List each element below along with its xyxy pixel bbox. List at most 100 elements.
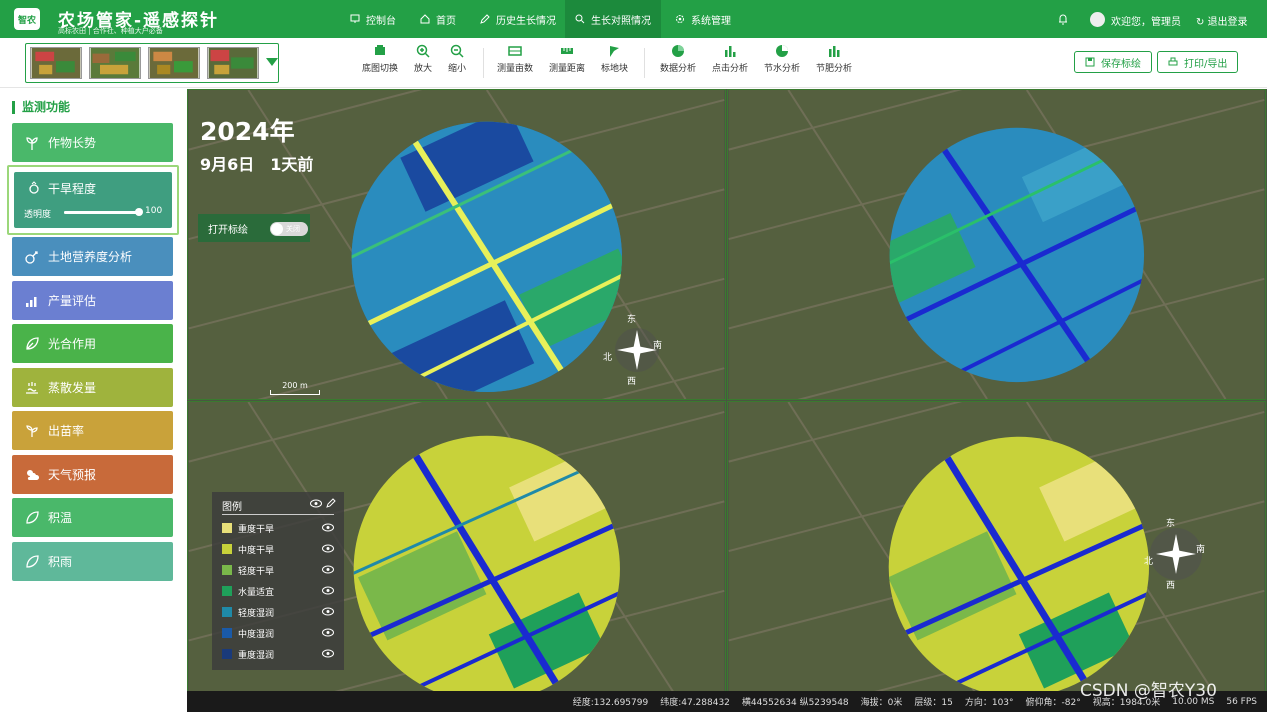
sidebar-item-accumulated-rain[interactable]: 积雨 <box>12 542 173 581</box>
compass-icon <box>1150 528 1202 580</box>
pie-chart-icon <box>672 45 684 57</box>
zoom-out-button[interactable]: 缩小 <box>448 44 466 74</box>
drought-title: 干旱程度 <box>48 182 97 196</box>
compass-rose: 东 南 北 西 <box>603 315 671 387</box>
basemap-switch-button[interactable]: 底图切换 <box>362 44 398 74</box>
status-latitude: 纬度:47.288432 <box>660 698 730 708</box>
edit-icon[interactable] <box>326 498 336 508</box>
sidebar-item-accumulated-temperature[interactable]: 积温 <box>12 498 173 537</box>
evaporation-icon <box>26 381 38 394</box>
measure-distance-button[interactable]: 测量距离 <box>549 44 585 74</box>
legend-label: 重度干旱 <box>238 524 275 535</box>
legend-title: 图例 <box>222 502 242 513</box>
eye-icon[interactable] <box>322 565 334 574</box>
legend-swatch <box>222 607 232 617</box>
save-icon <box>1085 57 1095 67</box>
sidebar-item-photosynthesis[interactable]: 光合作用 <box>12 324 173 363</box>
satellite-map-view[interactable]: 2024年 9月6日 1天前 打开标绘 关闭 200 m 东 南 北 西 <box>187 89 1267 693</box>
nav-system[interactable]: 系统管理 <box>665 0 741 38</box>
leaf-icon <box>26 336 39 350</box>
fertilizer-saving-analysis-button[interactable]: 节肥分析 <box>816 44 852 74</box>
app-logo: 智农 <box>14 8 40 30</box>
nav-console[interactable]: 控制台 <box>340 0 406 38</box>
map-panel-bottom-right[interactable]: 东 南 北 西 <box>727 401 1266 693</box>
ruler-icon <box>561 48 573 54</box>
eye-icon[interactable] <box>310 499 322 508</box>
year-label: 2024年 <box>200 117 295 146</box>
layers-icon <box>375 45 385 55</box>
status-altitude: 海拔：0米 <box>860 698 903 708</box>
home-icon <box>420 14 430 24</box>
measure-area-button[interactable]: 测量亩数 <box>497 44 533 74</box>
sidebar-item-yield[interactable]: 产量评估 <box>12 281 173 320</box>
legend-item: 重度湿润 <box>222 646 334 662</box>
data-analysis-button[interactable]: 数据分析 <box>660 44 696 74</box>
basemap-thumbnail[interactable] <box>89 47 141 79</box>
legend-item: 中度湿润 <box>222 625 334 641</box>
print-export-button[interactable]: 打印/导出 <box>1157 51 1239 73</box>
legend-item: 轻度干旱 <box>222 562 334 578</box>
bell-icon[interactable] <box>1058 13 1068 25</box>
basemap-thumbnail-strip[interactable] <box>25 43 279 83</box>
drought-card[interactable]: 干旱程度 透明度 100 <box>14 172 172 228</box>
mark-plot-button[interactable]: 标地块 <box>601 44 628 74</box>
satellite-basemap <box>728 402 1265 693</box>
map-status-bar: 经度:132.695799 纬度:47.288432 横44552634 纵52… <box>187 691 1267 712</box>
water-saving-analysis-button[interactable]: 节水分析 <box>764 44 800 74</box>
zoom-out-icon <box>450 44 464 58</box>
logout-link[interactable]: ↻ 退出登录 <box>1196 17 1248 28</box>
basemap-thumbnail[interactable] <box>207 47 259 79</box>
eye-icon[interactable] <box>322 586 334 595</box>
zoom-in-button[interactable]: 放大 <box>414 44 432 74</box>
switch-knob <box>271 223 283 235</box>
date-label: 9月6日 1天前 <box>200 155 314 174</box>
legend-swatch <box>222 523 232 533</box>
chevron-down-icon[interactable] <box>266 58 278 66</box>
avatar[interactable] <box>1090 12 1105 27</box>
printer-icon <box>1168 57 1178 66</box>
pen-icon <box>480 14 490 24</box>
basemap-thumbnail[interactable] <box>30 47 82 79</box>
sidebar-item-crop-growth[interactable]: 作物长势 <box>12 123 173 162</box>
plot-toggle[interactable]: 打开标绘 关闭 <box>198 214 310 242</box>
map-panel-top-right[interactable] <box>727 89 1266 400</box>
csdn-watermark: CSDN @智农Y30 <box>1080 681 1217 701</box>
bar-chart-icon <box>725 46 736 57</box>
map-panel-top-left[interactable]: 2024年 9月6日 1天前 打开标绘 关闭 200 m 东 南 北 西 <box>187 89 726 400</box>
opacity-slider[interactable] <box>64 208 143 216</box>
nav-history[interactable]: 历史生长情况 <box>470 0 566 38</box>
legend-label: 轻度湿润 <box>238 608 275 619</box>
legend-label: 中度干旱 <box>238 545 275 556</box>
weather-icon <box>27 469 40 480</box>
legend-swatch <box>222 565 232 575</box>
eye-icon[interactable] <box>322 628 334 637</box>
sidebar-item-weather[interactable]: 天气预报 <box>12 455 173 494</box>
opacity-label: 透明度 <box>24 210 52 220</box>
eye-icon[interactable] <box>322 523 334 532</box>
pie-chart-icon <box>776 45 788 57</box>
nav-growth-compare[interactable]: 生长对照情况 <box>565 0 661 38</box>
save-plot-button[interactable]: 保存标绘 <box>1074 51 1152 73</box>
eye-icon[interactable] <box>322 544 334 553</box>
sidebar-item-emergence[interactable]: 出苗率 <box>12 411 173 450</box>
eye-icon[interactable] <box>322 649 334 658</box>
plot-toggle-switch[interactable]: 关闭 <box>270 222 308 236</box>
eye-icon[interactable] <box>322 607 334 616</box>
nav-home[interactable]: 首页 <box>410 0 466 38</box>
sprout-icon <box>26 136 38 150</box>
sidebar-item-drought[interactable]: 干旱程度 透明度 100 <box>7 165 179 235</box>
click-analysis-button[interactable]: 点击分析 <box>712 44 748 74</box>
status-coords: 横44552634 纵5239548 <box>741 698 849 708</box>
temperature-icon <box>26 510 39 524</box>
monitoring-sidebar: 监测功能 作物长势 干旱程度 透明度 100 土地营养度分析 产量评估 光合作用… <box>0 89 186 712</box>
sidebar-item-evaporation[interactable]: 蒸散发量 <box>12 368 173 407</box>
legend-item: 中度干旱 <box>222 541 334 557</box>
status-heading: 方向：103° <box>964 698 1014 708</box>
basemap-thumbnail[interactable] <box>148 47 200 79</box>
user-greeting: 欢迎您，管理员 <box>1111 17 1181 28</box>
legend-swatch <box>222 586 232 596</box>
opacity-slider-handle[interactable] <box>135 208 143 216</box>
legend-item: 重度干旱 <box>222 520 334 536</box>
sidebar-item-soil-nutrient[interactable]: 土地营养度分析 <box>12 237 173 276</box>
